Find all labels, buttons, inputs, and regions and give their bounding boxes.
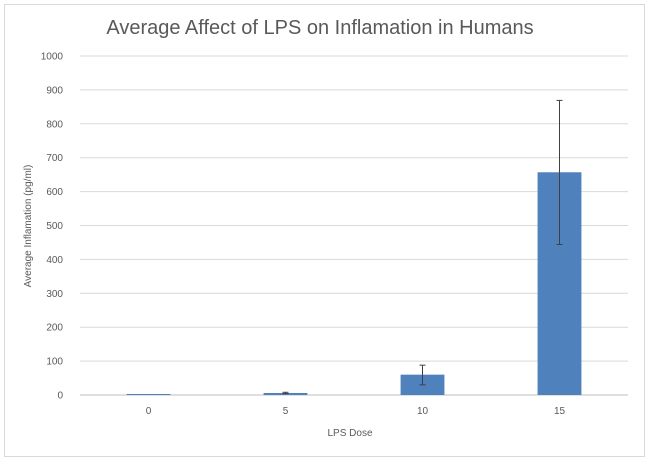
y-tick-label: 800 <box>46 119 63 130</box>
y-tick-label: 300 <box>46 289 63 300</box>
x-tick-label: 10 <box>417 406 429 417</box>
y-tick-label: 0 <box>57 391 63 402</box>
y-tick-label: 500 <box>46 221 63 232</box>
y-tick-labels: 0 100 200 300 400 500 600 700 800 900 1000 <box>41 52 64 402</box>
x-tick-label: 5 <box>283 406 289 417</box>
y-axis-label: Average Inflamation (pg/ml) <box>23 165 34 288</box>
y-tick-label: 900 <box>46 85 63 96</box>
y-tick-label: 100 <box>46 357 63 368</box>
gridlines <box>80 55 628 396</box>
x-tick-label: 15 <box>554 406 566 417</box>
chart-title: Average Affect of LPS on Inflamation in … <box>106 17 533 39</box>
x-tick-label: 0 <box>146 406 152 417</box>
x-axis-label: LPS Dose <box>327 428 372 439</box>
y-tick-label: 200 <box>46 323 63 334</box>
y-tick-label: 700 <box>46 153 63 164</box>
x-tick-labels: 0 5 10 15 <box>146 406 566 417</box>
y-tick-label: 400 <box>46 255 63 266</box>
error-bars <box>282 99 563 395</box>
y-tick-label: 600 <box>46 187 63 198</box>
bar <box>126 393 171 395</box>
y-tick-label: 1000 <box>41 52 64 63</box>
